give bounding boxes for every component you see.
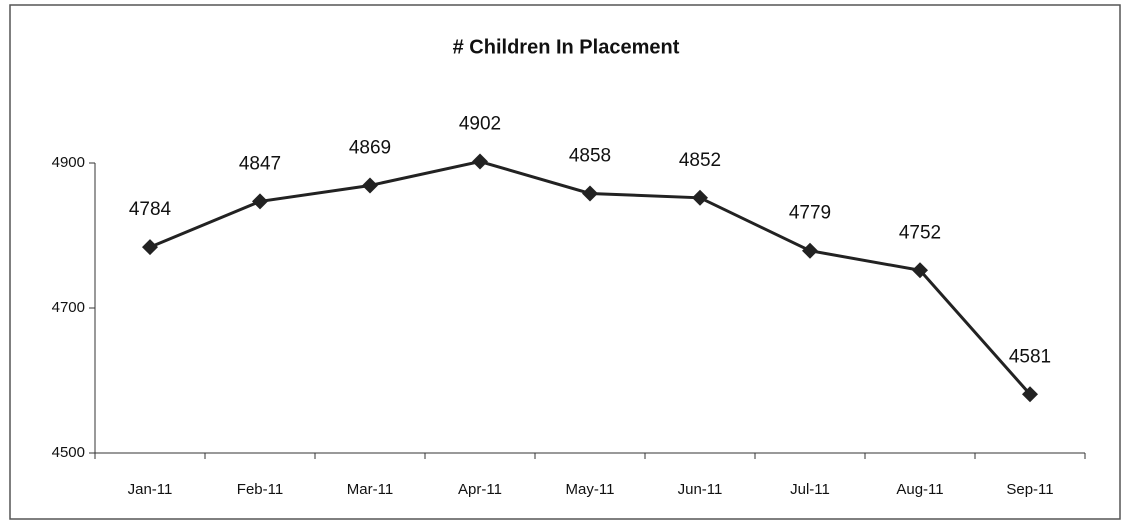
x-tick-label: May-11: [566, 481, 615, 498]
y-tick-label: 4900: [52, 154, 85, 171]
data-label: 4847: [239, 153, 281, 174]
data-label: 4784: [129, 199, 172, 220]
marker: [252, 193, 268, 210]
data-label: 4581: [1009, 346, 1051, 367]
marker: [1022, 386, 1038, 403]
data-label: 4902: [459, 114, 501, 135]
marker: [472, 153, 488, 170]
data-label: 4858: [569, 145, 611, 166]
x-tick-label: Feb-11: [237, 481, 283, 498]
data-label: 4779: [789, 203, 831, 224]
marker: [362, 177, 378, 194]
marker: [142, 239, 158, 256]
data-label: 4752: [899, 222, 941, 243]
y-tick-label: 4500: [52, 444, 85, 461]
chart-title: # Children In Placement: [453, 36, 680, 58]
x-tick-label: Apr-11: [458, 481, 502, 498]
x-tick-label: Jun-11: [678, 481, 723, 498]
x-tick-label: Jan-11: [128, 481, 173, 498]
x-tick-label: Sep-11: [1006, 481, 1053, 498]
x-tick-label: Mar-11: [347, 481, 393, 498]
marker: [912, 262, 928, 279]
marker: [692, 189, 708, 206]
data-label: 4852: [679, 150, 721, 171]
x-tick-label: Jul-11: [790, 481, 830, 498]
data-label: 4869: [349, 137, 391, 158]
y-tick-label: 4700: [52, 299, 85, 316]
x-tick-label: Aug-11: [896, 481, 943, 498]
marker: [582, 185, 598, 202]
marker: [802, 242, 818, 259]
chart-frame: [9, 4, 1121, 520]
